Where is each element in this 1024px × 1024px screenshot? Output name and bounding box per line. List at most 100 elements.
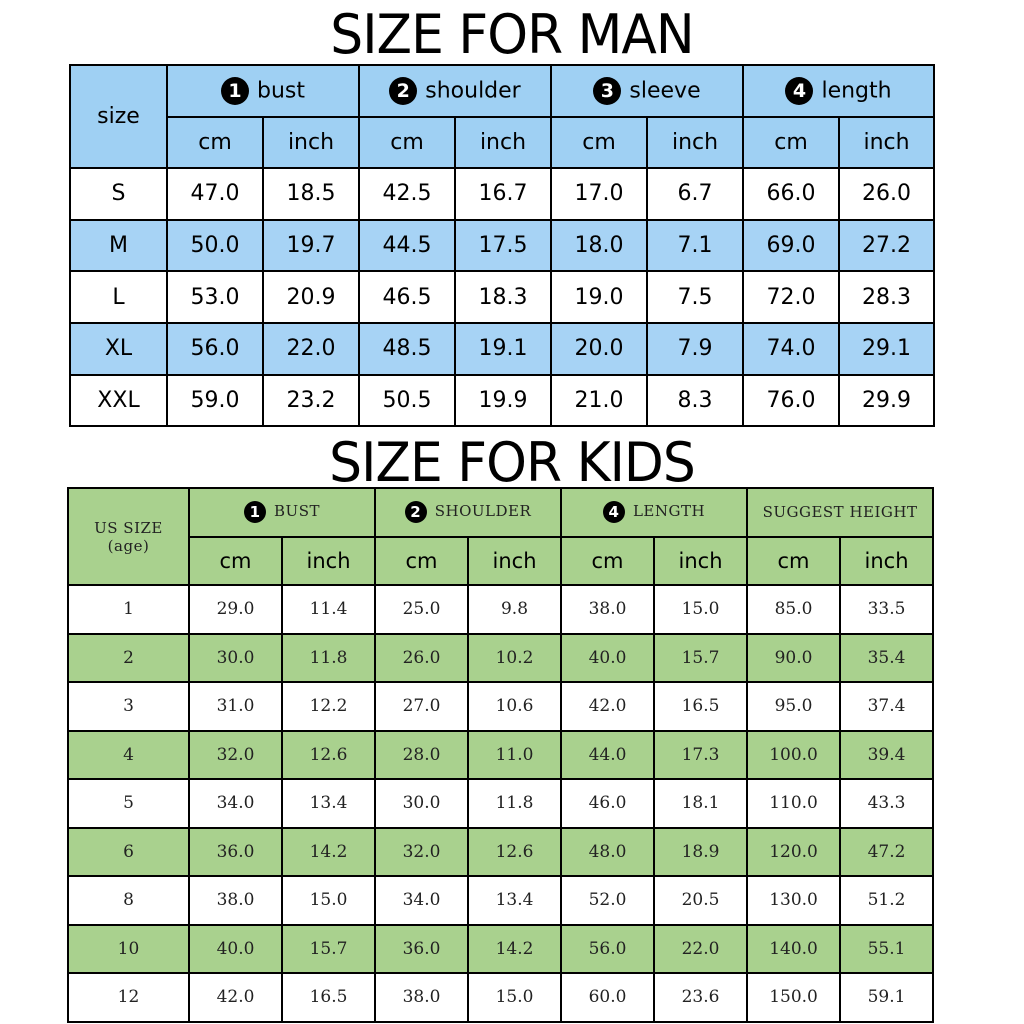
- measurement-cell: 32.0: [188, 729, 283, 780]
- measurement-cell: 130.0: [746, 875, 842, 926]
- measurement-cell: 150.0: [746, 972, 842, 1023]
- measurement-label: shoulder: [425, 78, 521, 104]
- measurement-cell: 120.0: [746, 826, 842, 877]
- measurement-cell: 50.5: [358, 373, 456, 428]
- table-row: 2 30.0 11.8 26.0 10.2 40.0 15.7 90.0 35.4: [67, 632, 935, 683]
- measurement-group-header: 2 SHOULDER: [374, 487, 563, 538]
- measurement-cell: 19.7: [262, 218, 360, 273]
- table-row: XXL 59.0 23.2 50.5 19.9 21.0 8.3 76.0 29.9: [69, 373, 936, 428]
- measurement-cell: 27.0: [374, 681, 470, 732]
- unit-header-cell: inch: [653, 535, 749, 586]
- measurement-cell: 56.0: [166, 321, 264, 376]
- measurement-cell: 21.0: [550, 373, 648, 428]
- measurement-cell: 22.0: [653, 923, 749, 974]
- measurement-cell: 9.8: [467, 584, 563, 635]
- unit-header-cell: cm: [166, 115, 264, 170]
- measurement-cell: 15.7: [653, 632, 749, 683]
- unit-header-cell: cm: [746, 535, 842, 586]
- measurement-cell: 15.0: [280, 875, 377, 926]
- measurement-cell: 42.5: [358, 167, 456, 221]
- table-row: S 47.0 18.5 42.5 16.7 17.0 6.7 66.0 26.0: [69, 167, 936, 221]
- unit-header-cell: inch: [467, 535, 563, 586]
- unit-header-cell: cm: [742, 115, 841, 170]
- size-cell: 12: [67, 972, 190, 1023]
- measurement-cell: 36.0: [188, 826, 283, 877]
- measurement-cell: 20.5: [653, 875, 749, 926]
- unit-header-cell: inch: [839, 535, 935, 586]
- measurement-cell: 7.1: [645, 218, 745, 273]
- table-row: 4 32.0 12.6 28.0 11.0 44.0 17.3 100.0 39.4: [67, 729, 935, 780]
- number-2-icon: 2: [389, 76, 418, 105]
- measurement-cell: 14.2: [467, 923, 563, 974]
- measurement-cell: 20.9: [262, 270, 360, 324]
- measurement-cell: 18.1: [653, 778, 749, 829]
- measurement-cell: 42.0: [560, 681, 656, 732]
- measurement-cell: 43.3: [839, 778, 935, 829]
- measurement-cell: 40.0: [560, 632, 656, 683]
- table-row: 8 38.0 15.0 34.0 13.4 52.0 20.5 130.0 51.2: [67, 875, 935, 926]
- measurement-cell: 17.0: [550, 167, 648, 221]
- measurement-cell: 15.0: [653, 584, 749, 635]
- measurement-cell: 44.5: [358, 218, 456, 273]
- unit-header-cell: inch: [838, 115, 936, 170]
- size-header-cell: size: [69, 63, 168, 170]
- measurement-cell: 26.0: [374, 632, 470, 683]
- measurement-cell: 23.6: [653, 972, 749, 1023]
- number-1-icon: 1: [244, 501, 267, 524]
- table-row: L 53.0 20.9 46.5 18.3 19.0 7.5 72.0 28.3: [69, 270, 936, 324]
- measurement-cell: 7.5: [645, 270, 745, 324]
- measurement-label: BUST: [274, 502, 320, 521]
- measurement-cell: 12.6: [467, 826, 563, 877]
- man-header-group-row: size 1 bust 2 shoulder 3 sleeve 4 length: [69, 63, 936, 170]
- size-cell: XXL: [69, 373, 168, 428]
- measurement-cell: 30.0: [374, 778, 470, 829]
- measurement-cell: 16.5: [653, 681, 749, 732]
- measurement-cell: 19.9: [454, 373, 552, 428]
- measurement-cell: 59.1: [839, 972, 935, 1023]
- measurement-cell: 10.2: [467, 632, 563, 683]
- measurement-cell: 44.0: [560, 729, 656, 780]
- measurement-cell: 33.5: [839, 584, 935, 635]
- measurement-cell: 52.0: [560, 875, 656, 926]
- measurement-cell: 140.0: [746, 923, 842, 974]
- measurement-label: sleeve: [629, 78, 701, 104]
- size-cell: 5: [67, 778, 190, 829]
- measurement-cell: 18.5: [262, 167, 360, 221]
- table-row: 10 40.0 15.7 36.0 14.2 56.0 22.0 140.0 55.1: [67, 923, 935, 974]
- measurement-cell: 39.4: [839, 729, 935, 780]
- measurement-cell: 59.0: [166, 373, 264, 428]
- measurement-cell: 6.7: [645, 167, 745, 221]
- measurement-cell: 56.0: [560, 923, 656, 974]
- measurement-cell: 23.2: [262, 373, 360, 428]
- kids-unit-row: cm inch cm inch cm inch cm inch: [68, 535, 935, 586]
- measurement-cell: 55.1: [839, 923, 935, 974]
- size-cell: 2: [67, 632, 190, 683]
- measurement-cell: 12.6: [280, 729, 377, 780]
- kids-header-group-row: US SIZE (age) 1 BUST 2 SHOULDER 4 LENGTH SUGGEST…: [67, 487, 935, 586]
- measurement-cell: 47.0: [166, 167, 264, 221]
- measurement-cell: 15.7: [280, 923, 377, 974]
- measurement-cell: 16.5: [280, 972, 377, 1023]
- measurement-label: LENGTH: [632, 502, 706, 521]
- table-row: 12 42.0 16.5 38.0 15.0 60.0 23.6 150.0 59.1: [67, 972, 935, 1023]
- measurement-cell: 26.0: [838, 167, 936, 221]
- measurement-cell: 66.0: [742, 167, 841, 221]
- number-4-icon: 4: [785, 76, 814, 105]
- measurement-label: bust: [257, 78, 305, 104]
- measurement-cell: 76.0: [742, 373, 841, 428]
- measurement-cell: 7.9: [645, 321, 745, 376]
- measurement-group-header: 2 shoulder: [358, 64, 552, 118]
- number-2-icon: 2: [404, 501, 427, 524]
- measurement-cell: 14.2: [280, 826, 377, 877]
- measurement-cell: 90.0: [746, 632, 842, 683]
- measurement-group-header: 4 LENGTH: [560, 487, 749, 538]
- unit-header-cell: cm: [374, 535, 470, 586]
- measurement-cell: 100.0: [746, 729, 842, 780]
- measurement-cell: 60.0: [560, 972, 656, 1023]
- measurement-cell: 29.9: [838, 373, 936, 428]
- measurement-cell: 8.3: [645, 373, 745, 428]
- size-cell: S: [69, 167, 168, 221]
- measurement-cell: 35.4: [839, 632, 935, 683]
- measurement-cell: 50.0: [166, 218, 264, 273]
- unit-header-cell: inch: [454, 115, 552, 170]
